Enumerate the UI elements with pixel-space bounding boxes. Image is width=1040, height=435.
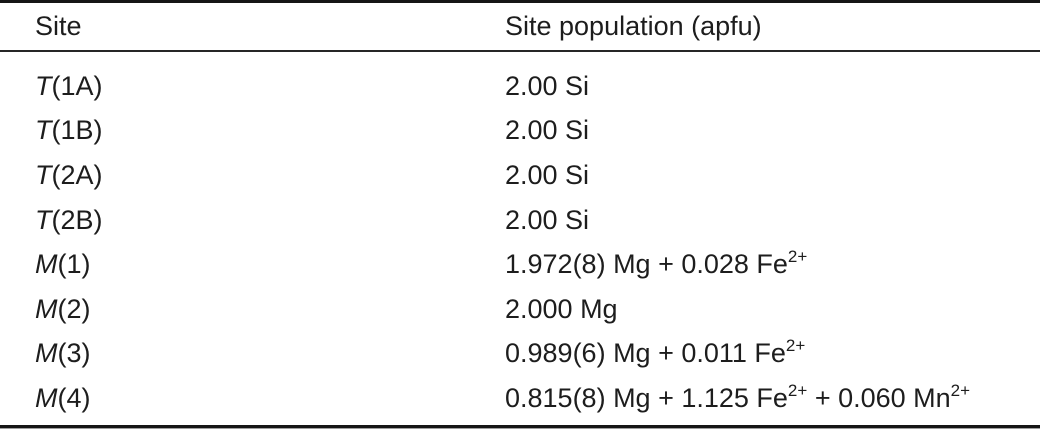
population-cell: 2.00 Si bbox=[505, 115, 590, 146]
charge-superscript: 2+ bbox=[950, 380, 971, 400]
table-row: T(2B) 2.00 Si bbox=[0, 198, 1040, 243]
site-cell: M(4) bbox=[35, 382, 91, 413]
site-cell: T(1A) bbox=[35, 70, 103, 101]
table-row: T(2A) 2.00 Si bbox=[0, 153, 1040, 198]
site-cell: M(1) bbox=[35, 249, 91, 280]
site-cell: T(2B) bbox=[35, 204, 103, 235]
charge-superscript: 2+ bbox=[785, 336, 806, 356]
header-row: Site Site population (apfu) bbox=[0, 2, 1040, 51]
site-cell: T(2A) bbox=[35, 159, 103, 190]
population-cell: 2.00 Si bbox=[505, 159, 590, 190]
site-letter: T bbox=[35, 204, 52, 235]
site-cell: M(3) bbox=[35, 338, 91, 369]
population-cell: 2.00 Si bbox=[505, 204, 590, 235]
column-header-population: Site population (apfu) bbox=[505, 11, 762, 41]
site-letter: M bbox=[35, 382, 58, 413]
site-letter: M bbox=[35, 293, 58, 324]
site-cell: M(2) bbox=[35, 293, 91, 324]
population-cell: 1.972(8) Mg + 0.028 Fe2+ bbox=[505, 247, 808, 280]
site-letter: M bbox=[35, 338, 58, 369]
column-header-site: Site bbox=[35, 11, 82, 41]
site-population-table: Site Site population (apfu) T(1A) 2.00 Si… bbox=[0, 0, 1040, 425]
table-row: M(3) 0.989(6) Mg + 0.011 Fe2+ bbox=[0, 332, 1040, 377]
site-letter: T bbox=[35, 159, 52, 190]
table-bottom-rule bbox=[0, 424, 1040, 429]
table-body: T(1A) 2.00 Si T(1B) 2.00 Si T(2A) 2.00 Si T(2B… bbox=[0, 51, 1040, 425]
table-row: M(4) 0.815(8) Mg + 1.125 Fe2+ + 0.060 Mn2… bbox=[0, 376, 1040, 421]
table-row: M(1) 1.972(8) Mg + 0.028 Fe2+ bbox=[0, 242, 1040, 287]
charge-superscript: 2+ bbox=[787, 247, 808, 267]
population-cell: 0.989(6) Mg + 0.011 Fe2+ bbox=[505, 336, 806, 369]
site-letter: M bbox=[35, 249, 58, 280]
charge-superscript: 2+ bbox=[787, 380, 808, 400]
table-row: T(1A) 2.00 Si bbox=[0, 64, 1040, 109]
site-cell: T(1B) bbox=[35, 115, 103, 146]
population-cell: 2.00 Si bbox=[505, 70, 590, 101]
site-letter: T bbox=[35, 115, 52, 146]
table-row: T(1B) 2.00 Si bbox=[0, 109, 1040, 154]
table-header: Site Site population (apfu) bbox=[0, 2, 1040, 51]
population-cell: 2.000 Mg bbox=[505, 293, 618, 324]
population-cell: 0.815(8) Mg + 1.125 Fe2+ + 0.060 Mn2+ bbox=[505, 380, 971, 413]
site-letter: T bbox=[35, 70, 52, 101]
table-row: M(2) 2.000 Mg bbox=[0, 287, 1040, 332]
